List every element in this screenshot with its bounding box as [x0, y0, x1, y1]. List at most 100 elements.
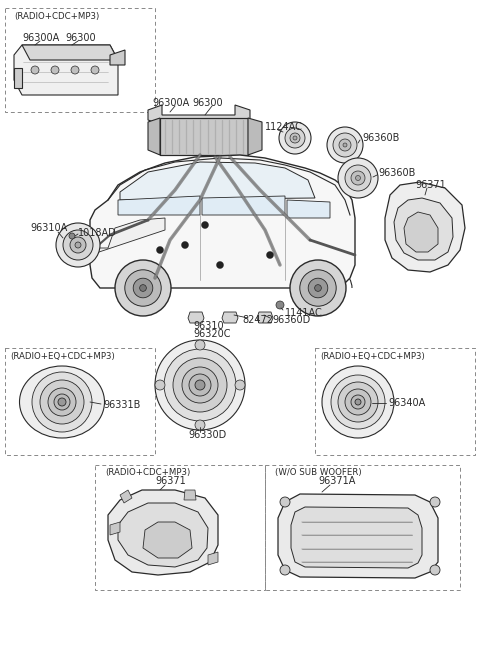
Polygon shape: [160, 118, 248, 155]
Circle shape: [351, 395, 365, 409]
Polygon shape: [248, 118, 262, 155]
Text: 96300A: 96300A: [152, 98, 189, 108]
Circle shape: [290, 133, 300, 143]
Polygon shape: [120, 490, 132, 503]
Text: 96330D: 96330D: [188, 430, 226, 440]
Text: (RADIO+CDC+MP3): (RADIO+CDC+MP3): [14, 12, 99, 22]
Polygon shape: [110, 50, 125, 65]
Text: 96320C: 96320C: [193, 329, 230, 339]
Circle shape: [430, 497, 440, 507]
Polygon shape: [90, 218, 165, 255]
Polygon shape: [22, 45, 118, 60]
Circle shape: [70, 237, 86, 253]
Circle shape: [345, 165, 371, 191]
Polygon shape: [14, 45, 118, 95]
Ellipse shape: [155, 340, 245, 430]
Polygon shape: [385, 182, 465, 272]
Circle shape: [266, 252, 274, 259]
Text: 96300A: 96300A: [22, 33, 59, 43]
Circle shape: [343, 143, 347, 147]
Circle shape: [51, 66, 59, 74]
Polygon shape: [257, 312, 273, 323]
Polygon shape: [143, 522, 192, 558]
Circle shape: [164, 349, 236, 421]
Polygon shape: [118, 503, 208, 567]
Circle shape: [69, 233, 75, 239]
Circle shape: [293, 136, 297, 140]
Circle shape: [125, 270, 161, 306]
Circle shape: [338, 158, 378, 198]
Ellipse shape: [322, 366, 394, 438]
Circle shape: [351, 171, 365, 185]
Circle shape: [300, 270, 336, 306]
Circle shape: [333, 133, 357, 157]
Circle shape: [202, 221, 208, 229]
Circle shape: [156, 246, 164, 253]
Circle shape: [338, 382, 378, 422]
Circle shape: [276, 301, 284, 309]
Circle shape: [216, 261, 224, 269]
Circle shape: [63, 230, 93, 260]
Circle shape: [345, 389, 371, 415]
Text: (RADIO+EQ+CDC+MP3): (RADIO+EQ+CDC+MP3): [320, 352, 425, 360]
Text: 96310: 96310: [193, 321, 224, 331]
Text: 96340A: 96340A: [388, 398, 425, 408]
Circle shape: [195, 420, 205, 430]
Polygon shape: [287, 200, 330, 218]
Circle shape: [195, 340, 205, 350]
Text: (RADIO+EQ+CDC+MP3): (RADIO+EQ+CDC+MP3): [10, 352, 115, 360]
Text: 96300: 96300: [192, 98, 223, 108]
Text: 96310A: 96310A: [30, 223, 67, 233]
Circle shape: [56, 223, 100, 267]
Circle shape: [331, 375, 385, 429]
Text: 96371: 96371: [155, 476, 186, 486]
Circle shape: [339, 139, 351, 151]
Text: 96371: 96371: [415, 180, 446, 190]
Text: 96300: 96300: [65, 33, 96, 43]
Circle shape: [235, 380, 245, 390]
Circle shape: [48, 388, 76, 416]
Circle shape: [279, 122, 311, 154]
Text: 1018AD: 1018AD: [78, 228, 117, 238]
Polygon shape: [118, 196, 200, 215]
Circle shape: [290, 260, 346, 316]
Circle shape: [315, 285, 322, 291]
Text: 96360B: 96360B: [378, 168, 415, 178]
Polygon shape: [120, 162, 315, 200]
Circle shape: [327, 127, 363, 163]
Circle shape: [133, 278, 153, 298]
Polygon shape: [404, 212, 438, 252]
Circle shape: [356, 176, 360, 181]
Polygon shape: [394, 198, 453, 260]
Text: (RADIO+CDC+MP3): (RADIO+CDC+MP3): [105, 468, 190, 477]
Circle shape: [40, 380, 84, 424]
Text: 96360D: 96360D: [272, 315, 310, 325]
Circle shape: [58, 398, 66, 406]
Text: 96360B: 96360B: [362, 133, 399, 143]
Polygon shape: [208, 552, 218, 565]
Polygon shape: [90, 155, 355, 288]
Polygon shape: [148, 105, 250, 125]
Circle shape: [285, 128, 305, 148]
Circle shape: [32, 372, 92, 432]
Circle shape: [280, 497, 290, 507]
Polygon shape: [184, 490, 196, 500]
Circle shape: [280, 565, 290, 575]
Text: 96371A: 96371A: [318, 476, 355, 486]
Circle shape: [140, 285, 146, 291]
Text: 1124AC: 1124AC: [265, 122, 303, 132]
Polygon shape: [222, 312, 238, 323]
Circle shape: [355, 399, 361, 405]
Text: 1141AC: 1141AC: [285, 308, 323, 318]
Circle shape: [115, 260, 171, 316]
Circle shape: [308, 278, 328, 298]
Text: (W/O SUB WOOFER): (W/O SUB WOOFER): [275, 468, 361, 477]
Circle shape: [173, 358, 227, 412]
Polygon shape: [148, 118, 160, 155]
Circle shape: [430, 565, 440, 575]
Circle shape: [155, 380, 165, 390]
Circle shape: [71, 66, 79, 74]
Text: 96331B: 96331B: [103, 400, 140, 410]
Polygon shape: [291, 507, 422, 568]
Circle shape: [181, 242, 189, 248]
